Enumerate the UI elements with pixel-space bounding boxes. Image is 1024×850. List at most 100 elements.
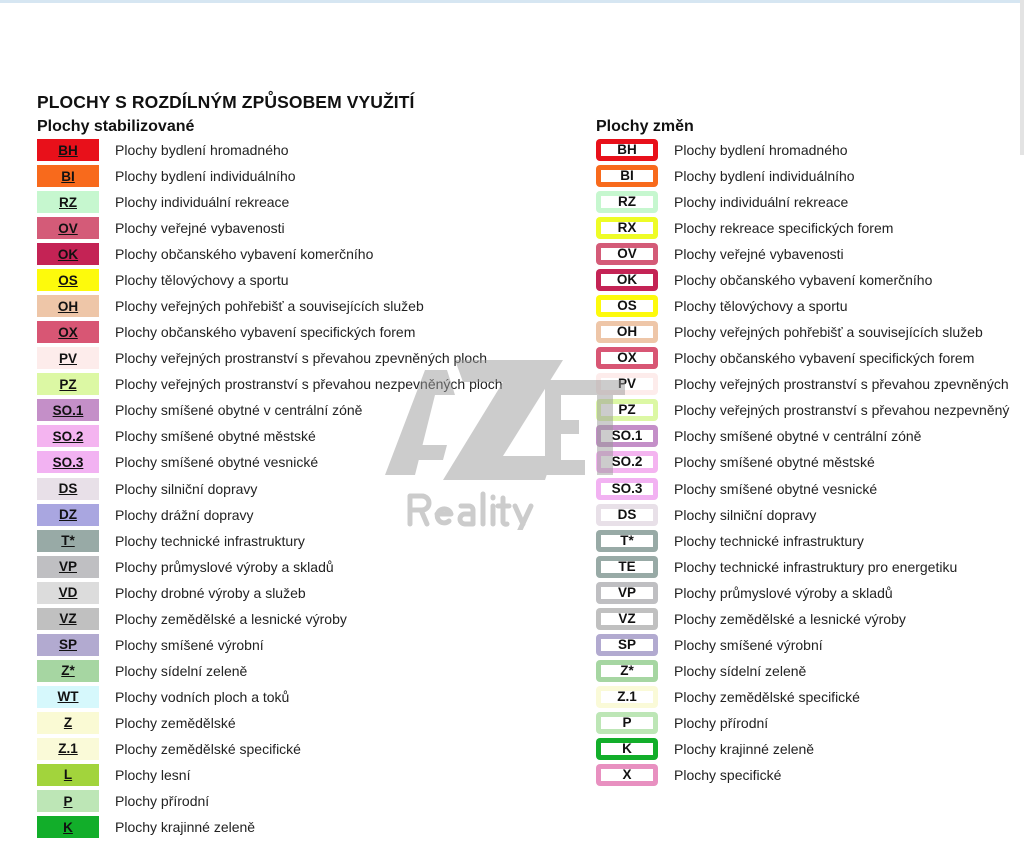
color-swatch: VP [37, 555, 99, 578]
legend-code: DZ [59, 507, 77, 523]
color-swatch: L [37, 763, 99, 786]
legend-code: SO.1 [52, 402, 84, 418]
legend-label: Plochy smíšené obytné městské [674, 454, 875, 471]
legend-code: T* [61, 533, 75, 549]
color-swatch: DS [596, 503, 658, 526]
color-swatch: OK [37, 243, 99, 266]
legend-code: TE [601, 559, 653, 573]
legend-label: Plochy zemědělské [115, 714, 236, 731]
legend-code: L [63, 767, 73, 783]
legend-code: SO.3 [52, 454, 84, 470]
legend-label: Plochy technické infrastruktury [115, 532, 305, 549]
legend-label: Plochy drobné výroby a služeb [115, 584, 306, 601]
color-swatch: PZ [596, 399, 658, 422]
legend-code: SP [601, 638, 653, 651]
legend-code: SO.2 [601, 455, 653, 469]
legend-label: Plochy drážní dopravy [115, 506, 254, 523]
legend-label: Plochy krajinné zeleně [674, 740, 815, 757]
legend-item: BI Plochy bydlení individuálního [37, 165, 296, 188]
legend-item: P Plochy přírodní [596, 711, 769, 734]
legend-label: Plochy krajinné zeleně [115, 819, 256, 836]
color-swatch: X [596, 763, 658, 786]
legend-label: Plochy smíšené obytné v centrální zóně [115, 402, 363, 419]
color-swatch: OV [596, 243, 658, 266]
legend-code: RZ [59, 194, 77, 210]
legend-label: Plochy bydlení hromadného [674, 142, 848, 158]
legend-label: Plochy silniční dopravy [115, 480, 258, 497]
legend-code: SO.1 [601, 429, 653, 443]
legend-item: OX Plochy občanského vybavení specifickýc… [37, 321, 415, 344]
legend-code: RX [601, 221, 653, 234]
color-swatch: RZ [37, 191, 99, 214]
legend-item: TE Plochy technické infrastruktury pro en… [596, 555, 957, 578]
legend-code: OK [57, 246, 79, 262]
color-swatch: T* [37, 529, 99, 552]
legend-code: Z [63, 715, 73, 731]
color-swatch: WT [37, 685, 99, 708]
legend-item: K Plochy krajinné zeleně [596, 737, 815, 760]
legend-item: SO.2 Plochy smíšené obytné městské [596, 451, 875, 474]
legend-code: OX [601, 351, 653, 365]
heading-zmeny: Plochy změn [596, 118, 694, 135]
color-swatch: K [596, 737, 658, 760]
legend-label: Plochy specifické [674, 766, 782, 783]
color-swatch: SO.3 [596, 477, 658, 500]
scrollbar[interactable] [1020, 0, 1024, 155]
legend-item: BH Plochy bydlení hromadného [37, 139, 289, 161]
legend-item: OV Plochy veřejné vybavenosti [37, 217, 285, 240]
legend-code: OH [601, 325, 653, 339]
legend-code: BI [601, 169, 653, 182]
legend-label: Plochy sídelní zeleně [674, 662, 807, 679]
legend-label: Plochy přírodní [115, 793, 210, 809]
color-swatch: OX [596, 347, 658, 370]
legend-code: VD [58, 585, 78, 601]
legend-item: OK Plochy občanského vybavení komerčního [37, 243, 374, 266]
legend-label: Plochy zemědělské specifické [115, 740, 301, 757]
legend-label: Plochy zemědělské a lesnické výroby [674, 610, 906, 627]
legend-code: BH [58, 142, 78, 158]
legend-code: DS [601, 507, 653, 521]
legend-code: VZ [59, 611, 77, 627]
color-swatch: SO.1 [37, 399, 99, 422]
color-swatch: SO.3 [37, 451, 99, 474]
legend-label: Plochy občanského vybavení specifických … [674, 350, 975, 367]
color-swatch: VD [37, 581, 99, 604]
legend-item: Z Plochy zemědělské [37, 711, 236, 734]
color-swatch: DZ [37, 503, 99, 526]
legend-label: Plochy veřejných prostranství s převahou… [674, 402, 1010, 419]
legend-item: RZ Plochy individuální rekreace [37, 191, 289, 214]
legend-code: PV [58, 350, 77, 366]
legend-item: SO.2 Plochy smíšené obytné městské [37, 425, 316, 448]
color-swatch: T* [596, 529, 658, 552]
color-swatch: RX [596, 217, 658, 240]
legend-item: Z.1 Plochy zemědělské specifické [596, 685, 860, 708]
legend-label: Plochy smíšené obytné městské [115, 428, 316, 445]
color-swatch: BH [37, 139, 99, 161]
legend-label: Plochy občanského vybavení komerčního [115, 246, 374, 263]
legend-code: Z.1 [601, 690, 653, 703]
color-swatch: SO.2 [37, 425, 99, 448]
legend-item: WT Plochy vodních ploch a toků [37, 685, 290, 708]
legend-label: Plochy bydlení individuálního [674, 168, 855, 185]
legend-item: Z* Plochy sídelní zeleně [596, 659, 807, 682]
legend-label: Plochy individuální rekreace [674, 194, 849, 211]
legend-code: DS [58, 481, 78, 497]
legend-label: Plochy smíšené obytné vesnické [115, 454, 319, 471]
color-swatch: BH [596, 139, 658, 161]
color-swatch: VZ [37, 607, 99, 630]
color-swatch: OS [37, 269, 99, 292]
legend-code: RZ [601, 195, 653, 208]
legend-label: Plochy sídelní zeleně [115, 662, 248, 679]
legend-label: Plochy přírodní [674, 714, 769, 731]
legend-code: BH [601, 143, 653, 156]
legend-item: RX Plochy rekreace specifických forem [596, 217, 893, 240]
color-swatch: OV [37, 217, 99, 240]
color-swatch: OK [596, 269, 658, 292]
legend-item: DS Plochy silniční dopravy [596, 503, 816, 526]
legend-label: Plochy veřejných prostranství s převahou… [115, 376, 503, 393]
legend-item: P Plochy přírodní [37, 790, 209, 812]
legend-label: Plochy vodních ploch a toků [115, 688, 290, 705]
legend-label: Plochy zemědělské specifické [674, 688, 860, 705]
legend-item: OK Plochy občanského vybavení komerčního [596, 269, 932, 292]
legend-item: T* Plochy technické infrastruktury [596, 529, 864, 552]
